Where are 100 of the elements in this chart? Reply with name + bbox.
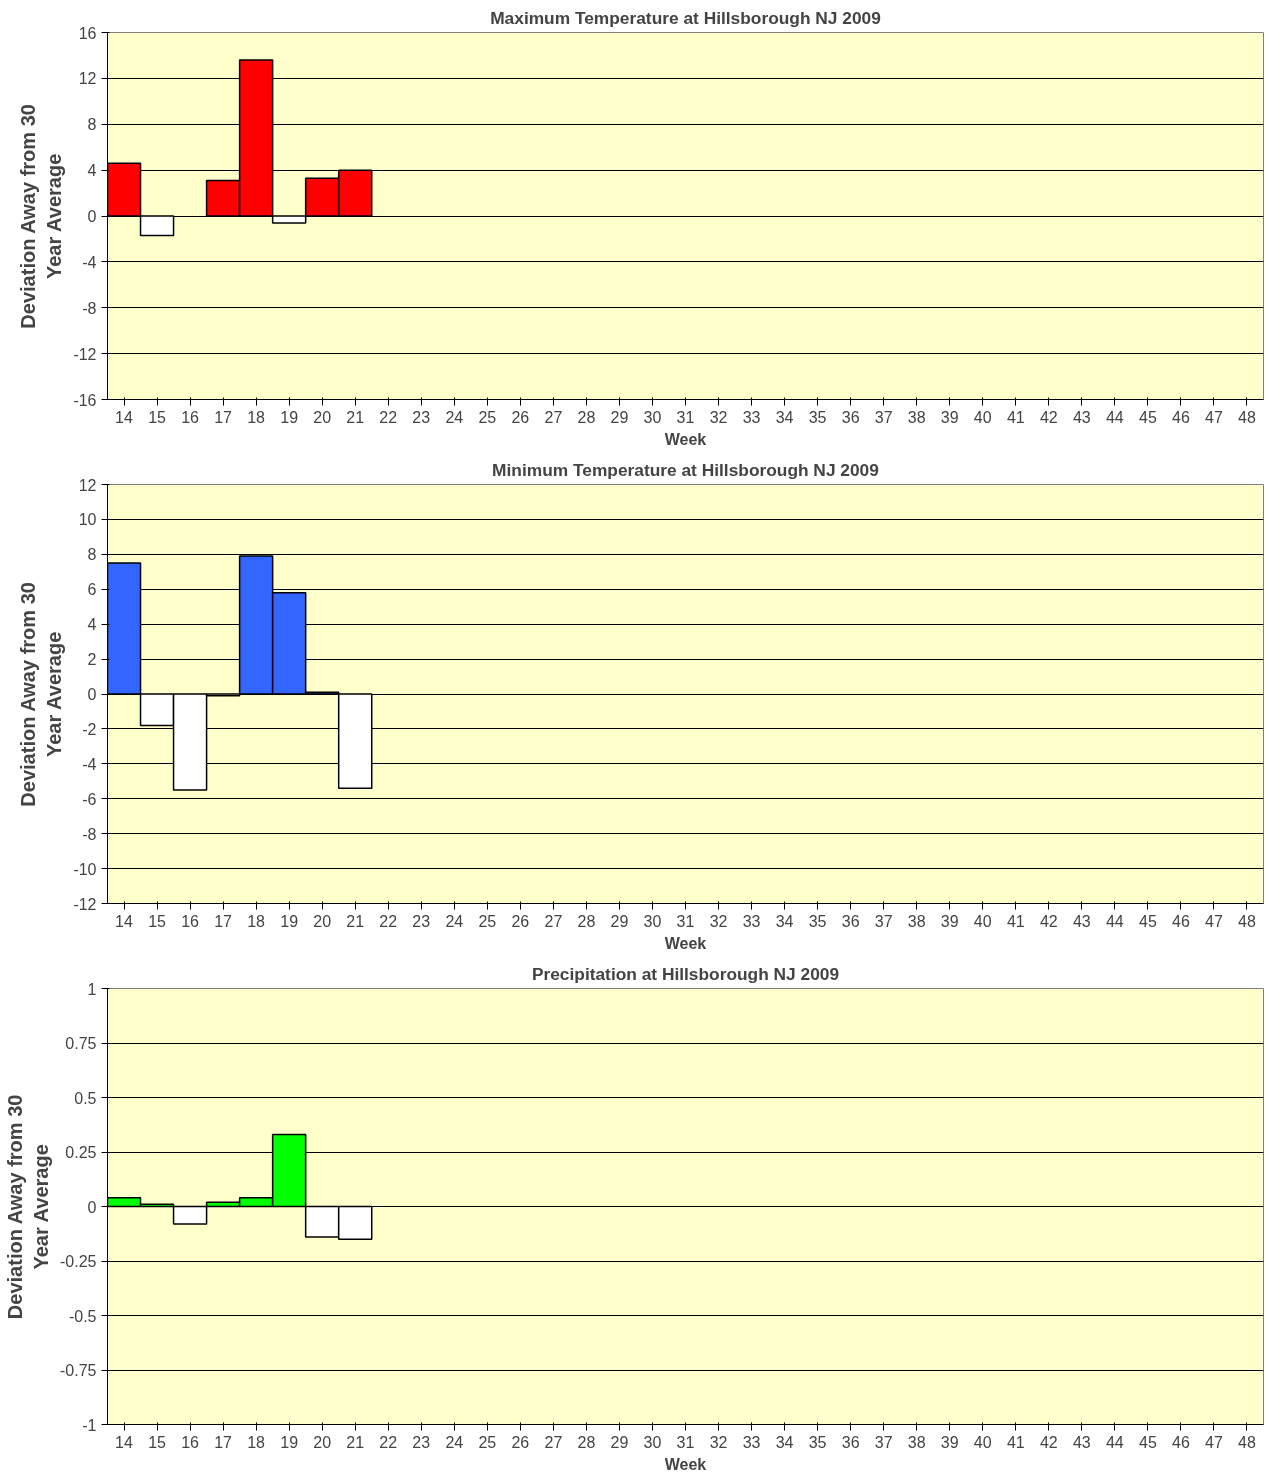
y-tick-label: 6 (87, 581, 97, 599)
x-tick-label: 44 (1105, 408, 1124, 426)
y-tick-label: -10 (73, 860, 97, 878)
x-tick-label: 20 (313, 408, 332, 426)
y-tick-label: -16 (73, 391, 97, 409)
y-tick-label: 8 (87, 546, 97, 564)
x-tick-label: 32 (709, 1433, 728, 1451)
y-tick-label: 0 (87, 1198, 97, 1216)
x-axis-title: Week (664, 1455, 707, 1473)
x-tick-label: 40 (973, 1433, 992, 1451)
y-axis-title: Deviation Away from 30 Year Average (16, 104, 66, 329)
x-tick-label: 48 (1238, 912, 1256, 930)
y-tick-label: 0 (87, 208, 97, 225)
y-tick-label: 2 (87, 651, 97, 669)
x-tick-label: 48 (1238, 408, 1256, 426)
x-tick-label: 27 (544, 1433, 563, 1451)
x-tick-label: 43 (1072, 408, 1091, 426)
x-tick-label: 26 (511, 1433, 530, 1451)
x-tick-label: 40 (973, 408, 992, 426)
x-axis-title: Week (664, 934, 707, 952)
x-tick-label: 35 (808, 912, 827, 930)
x-tick-label: 40 (973, 912, 992, 930)
y-tick-label: 12 (78, 476, 97, 494)
x-tick-label: 14 (115, 912, 134, 930)
x-tick-label: 36 (841, 1433, 860, 1451)
x-tick-label: 15 (148, 1433, 167, 1451)
x-tick-label: 16 (181, 912, 200, 930)
x-tick-label: 17 (214, 912, 233, 930)
x-tick-label: 30 (643, 408, 662, 426)
x-axis-title: Week (664, 430, 707, 448)
x-tick-label: 19 (280, 408, 299, 426)
x-tick-label: 45 (1139, 1433, 1157, 1451)
x-tick-label: 14 (115, 1433, 134, 1451)
x-tick-label: 17 (214, 1433, 233, 1451)
x-tick-label: 36 (841, 912, 860, 930)
x-tick-label: 38 (907, 912, 926, 930)
x-tick-label: 26 (511, 408, 530, 426)
y-tick-label: -2 (82, 720, 97, 738)
x-tick-label: 41 (1006, 912, 1025, 930)
x-tick-label: 30 (643, 1433, 662, 1451)
x-tick-label: 35 (808, 1433, 827, 1451)
x-tick-label: 46 (1172, 1433, 1190, 1451)
x-tick-label: 17 (214, 408, 233, 426)
x-tick-label: 36 (841, 408, 860, 426)
x-tick-label: 23 (412, 912, 431, 930)
x-tick-label: 38 (907, 408, 926, 426)
x-tick-label: 16 (181, 408, 200, 426)
x-tick-label: 24 (445, 912, 464, 930)
x-tick-label: 22 (379, 408, 398, 426)
y-tick-label: -6 (82, 790, 97, 808)
y-tick-label: -1 (82, 1416, 97, 1434)
x-tick-label: 29 (610, 912, 629, 930)
x-tick-label: 37 (874, 912, 893, 930)
x-tick-label: 44 (1105, 912, 1124, 930)
x-tick-label: 45 (1139, 912, 1157, 930)
y-tick-label: 8 (87, 116, 97, 134)
x-tick-label: 21 (346, 912, 365, 930)
x-tick-label: 20 (313, 912, 332, 930)
chart-title: Minimum Temperature at Hillsborough NJ 2009 (492, 459, 879, 480)
y-tick-label: 12 (78, 70, 97, 88)
x-tick-label: 16 (181, 1433, 200, 1451)
y-tick-label: -4 (82, 253, 97, 271)
x-tick-label: 29 (610, 1433, 629, 1451)
x-tick-label: 19 (280, 1433, 299, 1451)
x-tick-label: 32 (709, 912, 728, 930)
x-tick-label: 22 (379, 912, 398, 930)
chart-title: Precipitation at Hillsborough NJ 2009 (531, 963, 840, 984)
x-tick-label: 33 (742, 912, 761, 930)
x-tick-label: 31 (676, 912, 695, 930)
x-tick-label: 44 (1105, 1433, 1124, 1451)
x-tick-label: 37 (874, 408, 893, 426)
y-tick-label: 4 (87, 162, 97, 180)
x-tick-label: 45 (1139, 408, 1157, 426)
y-tick-label: -4 (82, 755, 97, 773)
x-tick-label: 34 (775, 408, 794, 426)
x-tick-label: 47 (1205, 1433, 1223, 1451)
x-tick-label: 39 (940, 408, 959, 426)
x-tick-label: 27 (544, 408, 563, 426)
x-tick-label: 34 (775, 1433, 794, 1451)
x-tick-label: 23 (412, 408, 431, 426)
x-tick-label: 14 (115, 408, 134, 426)
chart-title: Maximum Temperature at Hillsborough NJ 2009 (490, 7, 881, 28)
y-tick-label: -0.25 (60, 1253, 97, 1270)
x-tick-label: 32 (709, 408, 728, 426)
x-tick-label: 18 (247, 408, 266, 426)
y-tick-label: 0.5 (74, 1089, 97, 1107)
x-tick-label: 18 (247, 1433, 266, 1451)
x-tick-label: 28 (577, 1433, 596, 1451)
x-tick-label: 43 (1072, 912, 1091, 930)
y-tick-label: 16 (78, 24, 97, 42)
x-tick-label: 24 (445, 408, 464, 426)
y-tick-label: -12 (73, 345, 97, 363)
y-tick-label: -0.75 (60, 1362, 97, 1379)
x-tick-label: 46 (1172, 408, 1190, 426)
x-tick-label: 39 (940, 1433, 959, 1451)
x-tick-label: 26 (511, 912, 530, 930)
x-tick-label: 31 (676, 1433, 695, 1451)
x-tick-label: 42 (1039, 408, 1058, 426)
x-tick-label: 34 (775, 912, 794, 930)
y-tick-label: 0.25 (65, 1144, 97, 1161)
